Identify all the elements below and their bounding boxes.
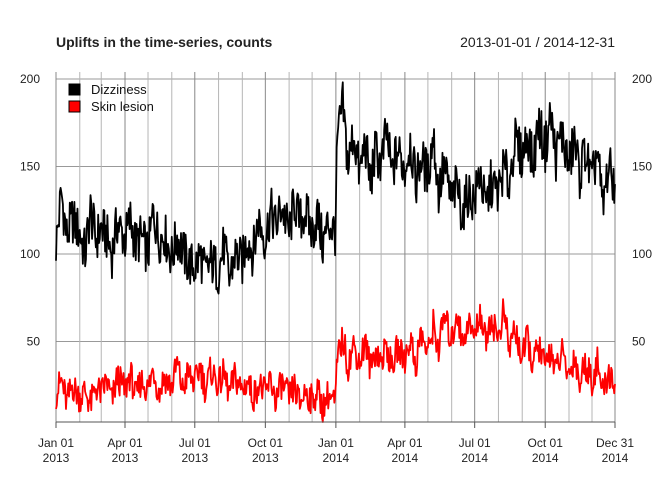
legend-label-dizziness: Dizziness bbox=[91, 82, 147, 97]
series-lines bbox=[55, 81, 616, 423]
x-tick-label-2013-07-01: Jul 01 bbox=[179, 436, 211, 450]
x-tick-year-2013-10-01: 2013 bbox=[252, 451, 279, 465]
y-tick-right-100: 100 bbox=[632, 247, 652, 261]
y-tick-left-150: 150 bbox=[20, 160, 40, 174]
x-tick-year-2013-04-01: 2013 bbox=[112, 451, 139, 465]
y-tick-right-200: 200 bbox=[632, 72, 652, 86]
x-tick-label-2014-04-01: Apr 01 bbox=[387, 436, 423, 450]
x-tick-label-2014-01-01: Jan 01 bbox=[318, 436, 354, 450]
x-tick-year-2014-12-31: 2014 bbox=[602, 451, 629, 465]
x-tick-label-2013-01-01: Jan 01 bbox=[38, 436, 74, 450]
y-tick-left-50: 50 bbox=[27, 335, 41, 349]
legend-swatch-dizziness bbox=[68, 83, 81, 96]
x-tick-label-2014-07-01: Jul 01 bbox=[459, 436, 491, 450]
x-tick-year-2014-07-01: 2014 bbox=[461, 451, 488, 465]
y-tick-right-50: 50 bbox=[632, 335, 646, 349]
x-tick-label-2014-10-01: Oct 01 bbox=[528, 436, 564, 450]
series-line-dizziness bbox=[55, 81, 616, 295]
y-tick-left-200: 200 bbox=[20, 72, 40, 86]
x-tick-year-2014-04-01: 2014 bbox=[392, 451, 419, 465]
legend: Dizziness Skin lesion bbox=[68, 82, 154, 114]
chart-title: Uplifts in the time-series, counts bbox=[56, 34, 272, 50]
x-tick-year-2013-01-01: 2013 bbox=[43, 451, 70, 465]
x-tick-year-2013-07-01: 2013 bbox=[181, 451, 208, 465]
series-line-skin-lesion bbox=[55, 298, 616, 423]
x-tick-year-2014-10-01: 2014 bbox=[532, 451, 559, 465]
y-tick-right-150: 150 bbox=[632, 160, 652, 174]
chart-date-range: 2013-01-01 / 2014-12-31 bbox=[460, 34, 615, 50]
legend-swatch-skin-lesion bbox=[68, 100, 81, 113]
legend-label-skin-lesion: Skin lesion bbox=[91, 99, 154, 114]
x-tick-label-2014-12-31: Dec 31 bbox=[596, 436, 634, 450]
x-tick-label-2013-10-01: Oct 01 bbox=[248, 436, 284, 450]
x-tick-label-2013-04-01: Apr 01 bbox=[107, 436, 143, 450]
y-tick-left-100: 100 bbox=[20, 247, 40, 261]
x-tick-year-2014-01-01: 2014 bbox=[323, 451, 350, 465]
